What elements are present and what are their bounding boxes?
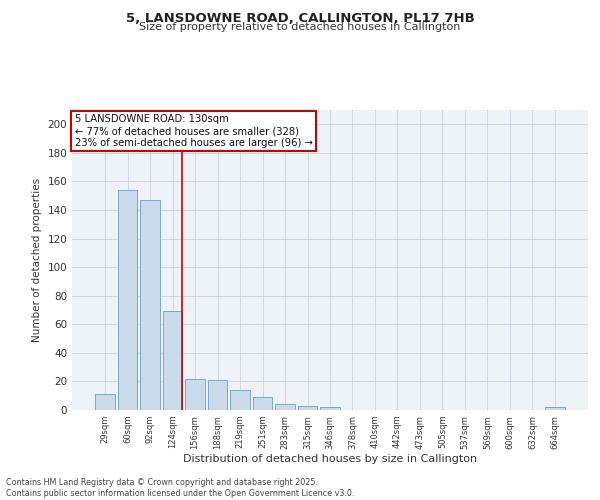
Text: 5 LANSDOWNE ROAD: 130sqm
← 77% of detached houses are smaller (328)
23% of semi-: 5 LANSDOWNE ROAD: 130sqm ← 77% of detach… xyxy=(74,114,313,148)
Bar xyxy=(208,380,227,410)
Text: Size of property relative to detached houses in Callington: Size of property relative to detached ho… xyxy=(139,22,461,32)
Bar xyxy=(118,190,137,410)
Text: Contains HM Land Registry data © Crown copyright and database right 2025.
Contai: Contains HM Land Registry data © Crown c… xyxy=(6,478,355,498)
Bar xyxy=(185,378,205,410)
Text: 5, LANSDOWNE ROAD, CALLINGTON, PL17 7HB: 5, LANSDOWNE ROAD, CALLINGTON, PL17 7HB xyxy=(125,12,475,26)
Bar xyxy=(275,404,295,410)
Bar xyxy=(545,407,565,410)
Bar xyxy=(253,397,272,410)
Bar xyxy=(140,200,160,410)
Bar xyxy=(320,407,340,410)
X-axis label: Distribution of detached houses by size in Callington: Distribution of detached houses by size … xyxy=(183,454,477,464)
Y-axis label: Number of detached properties: Number of detached properties xyxy=(32,178,42,342)
Bar xyxy=(230,390,250,410)
Bar xyxy=(95,394,115,410)
Bar xyxy=(163,312,182,410)
Bar xyxy=(298,406,317,410)
